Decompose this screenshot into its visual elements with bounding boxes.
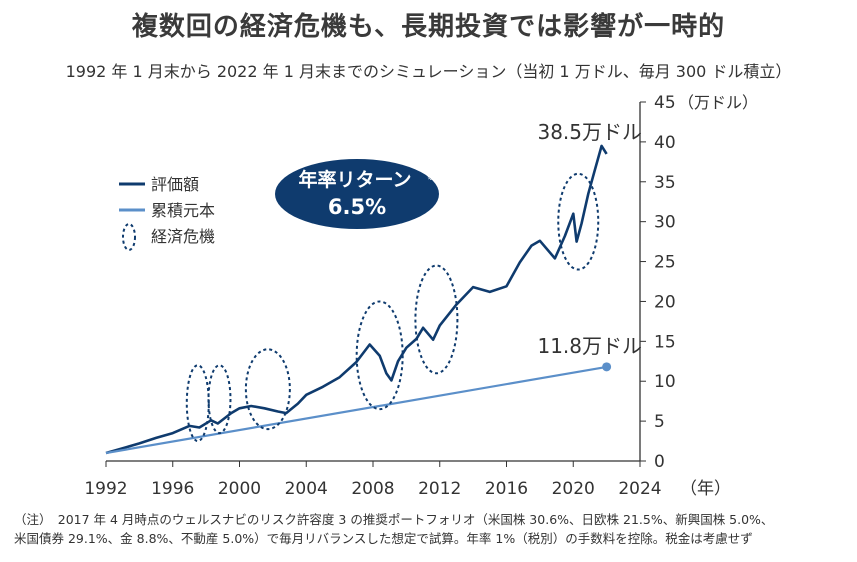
crisis-ellipse xyxy=(185,364,210,443)
footnote-line-2: 米国債券 29.1%、金 8.8%、不動産 5.0%）で毎月リバランスした想定で… xyxy=(14,531,753,546)
x-axis-label: （年） xyxy=(680,479,731,499)
crisis-ellipse xyxy=(355,300,404,411)
principal-endpoint xyxy=(602,362,612,372)
y-tick-label: 5 xyxy=(654,412,665,432)
y-tick-label: 15 xyxy=(654,332,676,352)
x-tick-label: 1996 xyxy=(151,479,194,499)
x-tick-label: 2024 xyxy=(618,479,661,499)
footnote-line-1: （注） 2017 年 4 月時点のウェルスナビのリスク許容度 3 の推奨ポートフ… xyxy=(14,512,774,527)
badge-mark: ※ xyxy=(427,173,435,183)
y-tick-label: 40 xyxy=(654,133,676,153)
x-tick-label: 2012 xyxy=(418,479,461,499)
crisis-ellipse xyxy=(207,364,232,435)
y-tick-label: 10 xyxy=(654,372,676,392)
value-annotation: 38.5万ドル xyxy=(537,120,642,144)
return-badge: 年率リターン ※ 6.5% xyxy=(275,159,439,229)
badge-ellipse xyxy=(275,159,439,229)
legend-label: 累積元本 xyxy=(151,201,215,220)
value-annotation: 11.8万ドル xyxy=(537,334,642,358)
x-tick-label: 2020 xyxy=(552,479,595,499)
legend-label: 評価額 xyxy=(151,175,199,194)
annotations: 38.5万ドル 11.8万ドル xyxy=(537,120,642,358)
badge-label: 年率リターン xyxy=(298,168,411,191)
legend-swatch-crisis xyxy=(122,223,136,251)
x-tick-label: 2008 xyxy=(351,479,394,499)
crisis-ellipse xyxy=(557,172,600,271)
crisis-ellipse xyxy=(244,348,291,431)
x-tick-label: 2016 xyxy=(485,479,528,499)
y-tick-label: 30 xyxy=(654,213,676,233)
legend-label: 経済危機 xyxy=(151,227,215,246)
series-line-1 xyxy=(105,365,607,455)
x-tick-label: 2000 xyxy=(218,479,261,499)
y-tick-label: 20 xyxy=(654,292,676,312)
footnote: （注） 2017 年 4 月時点のウェルスナビのリスク許容度 3 の推奨ポートフ… xyxy=(14,510,849,548)
x-tick-label: 2004 xyxy=(285,479,328,499)
tick-labels: 1992 1996 2000 2004 2008 2012 2016 2020 2024 （年） 0… xyxy=(84,93,758,499)
crisis-ellipses xyxy=(185,172,600,443)
crisis-ellipse xyxy=(414,264,459,375)
chart-subtitle: 1992 年 1 月末から 2022 年 1 月末までのシミュレーション（当初 … xyxy=(65,62,792,81)
series-line-0 xyxy=(105,144,608,455)
chart: 1992 1996 2000 2004 2008 2012 2016 2020 2024 （年） 0… xyxy=(84,93,758,499)
badge-value: 6.5% xyxy=(328,195,386,219)
x-tick-label: 1992 xyxy=(84,479,127,499)
y-tick-label: 45 xyxy=(654,93,676,113)
y-tick-label: 25 xyxy=(654,253,676,273)
y-axis-label: （万ドル） xyxy=(678,93,758,112)
y-tick-label: 0 xyxy=(654,452,665,472)
series-lines xyxy=(105,144,612,455)
y-tick-label: 35 xyxy=(654,173,676,193)
chart-title: 複数回の経済危機も、長期投資では影響が一時的 xyxy=(131,12,726,42)
